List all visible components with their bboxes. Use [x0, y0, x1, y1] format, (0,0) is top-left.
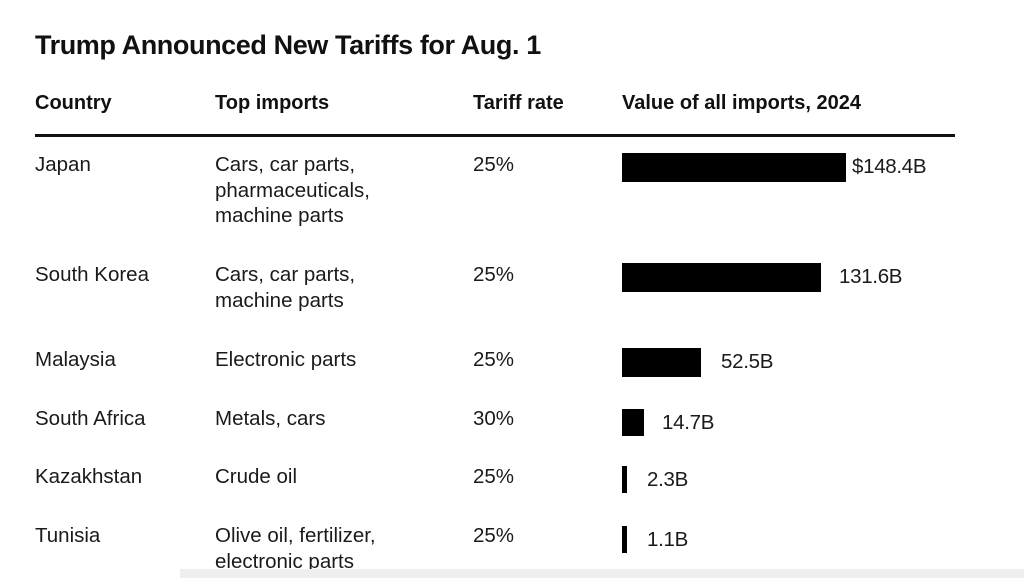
header-top-imports: Top imports: [215, 92, 330, 114]
row-top-imports: Olive oil, fertilizer, electronic parts: [215, 524, 376, 573]
row-country: Kazakhstan: [35, 465, 143, 488]
row-country: South Africa: [35, 407, 146, 430]
row-tariff-rate: 25%: [473, 348, 515, 371]
header-country: Country: [35, 92, 112, 114]
import-value-label: 131.6B: [839, 265, 903, 288]
row-tariff-rate: 25%: [473, 465, 515, 488]
header-tariff-rate: Tariff rate: [473, 92, 564, 114]
import-value-bar: [622, 466, 627, 493]
header-import-value: Value of all imports, 2024: [622, 92, 861, 114]
row-tariff-rate: 25%: [473, 263, 515, 286]
row-country: Tunisia: [35, 524, 101, 547]
import-value-bar: [622, 348, 701, 377]
row-top-imports: Cars, car parts, machine parts: [215, 263, 356, 312]
import-value-bar: [622, 409, 644, 436]
row-country: South Korea: [35, 263, 149, 286]
import-value-label: 1.1B: [647, 528, 688, 551]
bottom-edge: [0, 569, 1024, 578]
import-value-label: 2.3B: [647, 468, 688, 491]
import-value-label: 14.7B: [662, 411, 715, 434]
import-value-label: 52.5B: [721, 350, 774, 373]
row-tariff-rate: 25%: [473, 524, 515, 547]
chart-title: Trump Announced New Tariffs for Aug. 1: [35, 30, 541, 60]
row-tariff-rate: 30%: [473, 407, 515, 430]
row-country: Japan: [35, 153, 91, 176]
row-top-imports: Metals, cars: [215, 407, 326, 430]
import-value-bar: [622, 263, 821, 292]
row-country: Malaysia: [35, 348, 116, 371]
row-tariff-rate: 25%: [473, 153, 515, 176]
row-top-imports: Crude oil: [215, 465, 298, 488]
row-top-imports: Electronic parts: [215, 348, 357, 371]
scrollbar-strip: [180, 569, 1024, 578]
row-top-imports: Cars, car parts, pharmaceuticals, machin…: [215, 153, 370, 227]
import-value-bar: [622, 526, 627, 553]
header-rule: [35, 134, 955, 137]
import-value-bar: [622, 153, 846, 182]
import-value-label: $148.4B: [852, 155, 927, 178]
